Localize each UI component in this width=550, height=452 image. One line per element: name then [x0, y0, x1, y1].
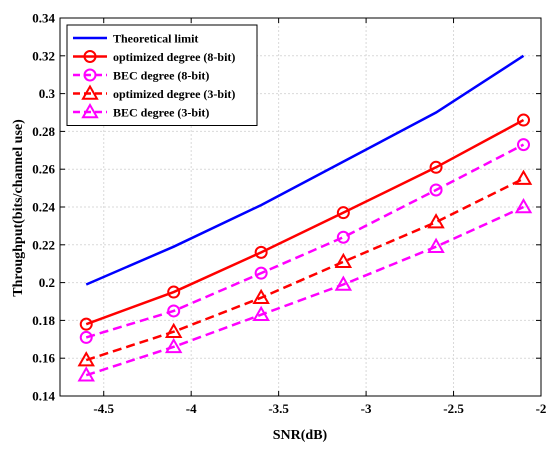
- data-point-marker: [252, 288, 270, 304]
- legend-label: Theoretical limit: [113, 32, 198, 46]
- legend-marker: [83, 68, 97, 82]
- legend-label: optimized degree (8-bit): [113, 50, 235, 64]
- data-point-marker: [336, 230, 350, 244]
- data-point-marker: [252, 305, 270, 321]
- y-tick-label: 0.2: [39, 275, 55, 290]
- series-2: [79, 138, 531, 344]
- data-point-marker: [429, 160, 443, 174]
- data-point-marker: [77, 366, 95, 382]
- data-point-marker: [167, 304, 181, 318]
- data-point-marker: [429, 183, 443, 197]
- y-tick-label: 0.3: [39, 86, 56, 101]
- legend-label: BEC degree (8-bit): [113, 69, 209, 83]
- legend-item: BEC degree (3-bit): [73, 102, 209, 120]
- data-point-marker: [334, 275, 353, 291]
- y-tick-label: 0.34: [32, 11, 55, 26]
- y-tick-label: 0.24: [32, 200, 55, 215]
- series-3: [77, 169, 533, 367]
- x-tick-label: -2: [536, 401, 547, 416]
- data-point-marker: [77, 351, 95, 367]
- data-point-marker: [427, 213, 445, 229]
- legend: Theoretical limit optimized degree (8-bit…: [66, 24, 258, 126]
- x-tick-label: -4: [186, 401, 197, 416]
- y-tick-label: 0.26: [32, 162, 55, 177]
- y-tick-label: 0.16: [32, 351, 55, 366]
- legend-item: optimized degree (3-bit): [73, 84, 235, 101]
- data-point-marker: [336, 206, 350, 220]
- legend-label: BEC degree (3-bit): [113, 106, 209, 120]
- data-point-marker: [334, 252, 353, 269]
- data-point-marker: [167, 285, 181, 299]
- data-point-marker: [79, 317, 93, 331]
- data-point-marker: [427, 237, 445, 253]
- legend-marker: [81, 102, 99, 119]
- series-1: [79, 113, 531, 331]
- data-point-marker: [79, 330, 93, 344]
- y-tick-label: 0.14: [32, 389, 55, 404]
- data-point-marker: [254, 266, 268, 280]
- series-line: [85, 143, 525, 339]
- x-tick-label: -3.5: [268, 401, 289, 416]
- series-0: [85, 54, 525, 286]
- data-point-marker: [517, 113, 531, 127]
- y-tick-label: 0.18: [32, 313, 55, 328]
- series-line: [85, 118, 525, 326]
- x-tick-label: -3: [361, 401, 372, 416]
- legend-item: Theoretical limit: [73, 32, 198, 46]
- legend-marker: [81, 84, 99, 100]
- y-tick-label: 0.32: [32, 48, 55, 63]
- series-line: [85, 205, 525, 377]
- x-tick-label: -4.5: [93, 401, 114, 416]
- data-point-marker: [514, 197, 533, 214]
- data-point-marker: [164, 337, 183, 354]
- legend-marker: [83, 50, 97, 63]
- x-axis-title: SNR(dB): [273, 428, 328, 443]
- data-point-marker: [514, 169, 533, 185]
- series-layer: [77, 54, 533, 382]
- series-4: [77, 197, 533, 382]
- series-line: [85, 177, 525, 362]
- y-tick-label: 0.28: [32, 124, 55, 139]
- legend-item: optimized degree (8-bit): [73, 50, 235, 64]
- y-axis-title: Throughput(bits/channel use): [11, 119, 26, 297]
- data-point-marker: [517, 138, 531, 152]
- data-point-marker: [164, 322, 183, 338]
- series-line: [85, 54, 525, 286]
- y-tick-label: 0.22: [32, 237, 55, 252]
- x-tick-label: -2.5: [443, 401, 464, 416]
- y-axis: 0.14 0.16 0.18 0.2 0.22 0.24 0.26 0.28 0.3 0.32 0.…: [32, 11, 541, 404]
- legend-item: BEC degree (8-bit): [73, 68, 209, 83]
- legend-label: optimized degree (3-bit): [113, 87, 235, 101]
- x-axis: -4.5 -4 -3.5 -3 -2.5 -2: [93, 18, 546, 416]
- data-point-marker: [254, 245, 268, 259]
